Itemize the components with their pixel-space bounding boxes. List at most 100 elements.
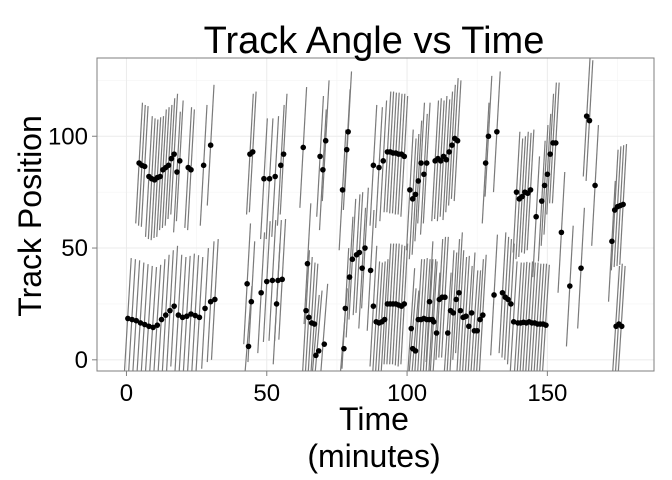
track-point (508, 301, 514, 307)
track-point (188, 166, 194, 173)
track-segment (153, 264, 162, 372)
y-tick-label: 50 (61, 235, 88, 262)
track-point (167, 307, 173, 314)
track-point (541, 182, 548, 189)
track-point (183, 313, 190, 320)
track-point (433, 330, 440, 336)
track-point (505, 296, 511, 303)
track-point (408, 325, 415, 332)
track-point (158, 316, 165, 323)
track-segment (464, 265, 473, 372)
track-point (453, 296, 459, 303)
track-point (370, 303, 377, 309)
track-point (583, 113, 590, 119)
track-point (418, 160, 424, 166)
track-segment (304, 256, 313, 372)
track-point (249, 149, 256, 155)
track-point (165, 162, 172, 169)
x-tick-label: 50 (253, 380, 280, 407)
track-point (244, 281, 250, 287)
track-point (171, 303, 177, 309)
track-point (466, 323, 472, 330)
track-segment (470, 270, 479, 372)
track-point (263, 278, 270, 285)
panel-border (96, 57, 655, 372)
track-segment (417, 259, 426, 372)
track-point (321, 341, 328, 347)
track-point (477, 316, 483, 323)
track-point (437, 158, 444, 164)
x-axis-unit: (minutes) (307, 438, 440, 474)
track-point (129, 316, 135, 323)
track-point (168, 155, 175, 162)
track-segment (149, 267, 158, 372)
track-point (376, 164, 382, 171)
track-segment (530, 262, 539, 372)
track-point (533, 213, 539, 220)
track-segment (536, 263, 545, 372)
track-segment (612, 265, 621, 372)
track-point (480, 312, 486, 318)
track-point (513, 189, 520, 195)
track-point (463, 313, 469, 320)
track-segment (136, 262, 145, 372)
x-tick-label: 100 (387, 380, 427, 407)
track-point (212, 296, 218, 303)
track-point (141, 163, 148, 170)
track-point (207, 142, 214, 148)
track-point (482, 160, 489, 166)
track-segment (429, 261, 438, 372)
track-point (150, 324, 156, 331)
track-point (245, 343, 252, 350)
track-point (179, 314, 186, 321)
track-point (269, 277, 276, 284)
track-point (362, 245, 368, 251)
track-point (196, 314, 203, 321)
track-point (586, 117, 593, 124)
track-point (248, 298, 255, 305)
track-point (272, 173, 278, 180)
track-point (306, 314, 312, 321)
track-point (544, 171, 551, 178)
track-point (315, 348, 322, 354)
track-segment (509, 261, 518, 372)
track-point (322, 137, 329, 144)
track-point (192, 312, 199, 319)
y-tick-label: 100 (48, 123, 88, 150)
track-point (339, 187, 346, 193)
track-point (454, 137, 461, 144)
track-point (401, 153, 408, 160)
track-segment (144, 265, 153, 372)
track-point (423, 160, 430, 166)
track-point (538, 198, 545, 204)
track-point (175, 312, 182, 318)
track-point (543, 322, 549, 328)
y-axis-title: Track Position (12, 115, 48, 317)
track-point (457, 307, 464, 314)
track-segment (473, 270, 482, 372)
track-point (359, 265, 365, 271)
track-point (137, 320, 144, 326)
track-segment (380, 259, 389, 372)
track-point (157, 173, 163, 180)
track-point (430, 319, 437, 325)
track-point (426, 298, 433, 305)
track-point (367, 267, 374, 274)
track-point (620, 201, 626, 208)
x-axis-title: Time (339, 401, 409, 437)
track-point (280, 151, 287, 157)
track-point (342, 305, 349, 312)
track-point (303, 307, 309, 314)
track-segment (428, 259, 437, 372)
track-segment (320, 283, 329, 372)
track-segment (516, 262, 525, 372)
track-point (415, 178, 422, 184)
track-segment (310, 263, 319, 372)
track-point (317, 153, 323, 160)
track-point (592, 182, 598, 189)
track-point (200, 162, 207, 169)
track-point (485, 133, 492, 140)
track-segment (407, 268, 416, 372)
track-point (618, 323, 625, 330)
